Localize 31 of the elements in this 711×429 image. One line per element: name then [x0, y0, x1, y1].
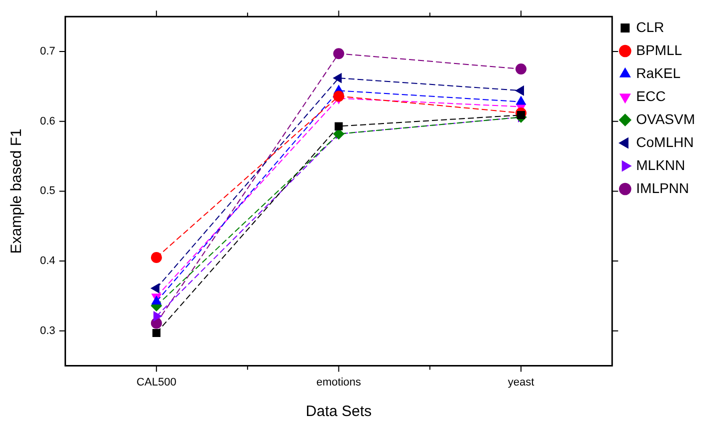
y-tick-label: 0.5	[40, 185, 56, 198]
legend-label: ECC	[636, 88, 666, 104]
point	[334, 122, 343, 130]
x-tick-label: yeast	[508, 376, 534, 388]
point	[333, 48, 344, 60]
legend-label: RaKEL	[636, 64, 681, 81]
point	[152, 328, 160, 338]
x-tick-label: CAL500	[136, 376, 176, 388]
y-tick-label: 0.4	[40, 255, 56, 268]
legend-label: CoMLHN	[636, 134, 694, 150]
point	[333, 90, 344, 102]
legend-label: OVASVM	[636, 110, 696, 127]
point	[150, 252, 162, 264]
point	[515, 63, 526, 74]
legend-label: IMLPNN	[636, 180, 690, 196]
legend-label: CLR	[636, 18, 664, 35]
point	[152, 296, 162, 305]
point	[333, 73, 342, 83]
y-tick-label: 0.3	[40, 324, 56, 337]
point	[515, 86, 524, 96]
y-tick-label: 0.6	[40, 115, 56, 128]
x-axis-title: Data Sets	[306, 403, 372, 420]
x-tick-label: emotions	[316, 376, 362, 388]
y-axis-title: Example based F1	[8, 128, 26, 254]
point	[150, 283, 160, 294]
y-tick-label: 0.7	[40, 46, 56, 58]
point	[516, 111, 526, 120]
legend-label: MLKNN	[636, 156, 686, 173]
point	[516, 96, 526, 105]
legend-label: BPMLL	[636, 42, 682, 58]
point	[153, 311, 162, 322]
